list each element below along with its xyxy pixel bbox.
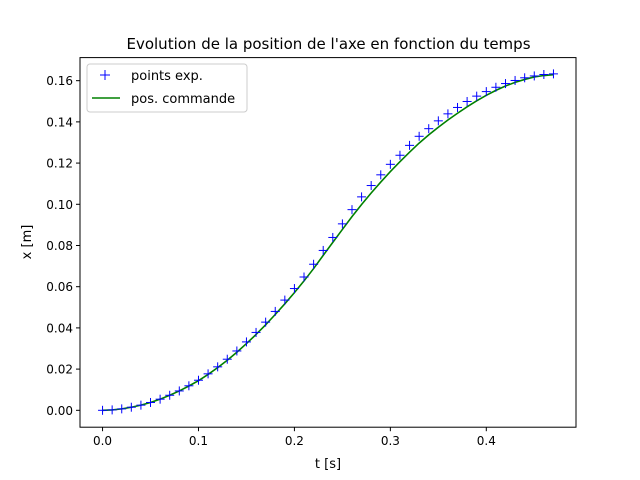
- data-point: [174, 386, 184, 396]
- data-point: [520, 73, 530, 83]
- data-point: [146, 397, 156, 407]
- chart-title: Evolution de la position de l'axe en fon…: [126, 35, 530, 53]
- x-tick-label: 0.2: [285, 434, 304, 448]
- data-point: [309, 259, 319, 269]
- legend-box: [86, 63, 248, 113]
- y-tick-label: 0.06: [46, 280, 73, 294]
- y-tick-label: 0.14: [46, 115, 73, 129]
- data-point: [347, 205, 357, 215]
- data-point: [510, 75, 520, 85]
- data-point: [107, 405, 117, 415]
- x-axis-label: t [s]: [315, 457, 341, 472]
- data-point: [376, 170, 386, 180]
- legend-marker-points: [100, 70, 110, 80]
- data-point: [472, 91, 482, 101]
- data-point: [433, 116, 443, 126]
- data-point: [241, 337, 251, 347]
- data-point: [462, 96, 472, 106]
- y-axis: 0.00 0.02 0.04 0.06 0.08 0.10 0.12 0.14 0.16: [46, 74, 80, 418]
- data-point: [184, 381, 194, 391]
- data-point: [155, 394, 165, 404]
- data-point: [366, 181, 376, 191]
- data-point: [117, 404, 127, 414]
- data-point: [453, 102, 463, 112]
- data-point: [136, 400, 146, 410]
- plot-frame: [79, 57, 577, 428]
- data-point: [261, 317, 271, 327]
- y-tick-label: 0.12: [46, 157, 73, 171]
- data-point: [251, 327, 261, 337]
- y-tick-label: 0.16: [46, 74, 73, 88]
- data-point: [443, 109, 453, 119]
- x-tick-label: 0.1: [189, 434, 208, 448]
- data-point: [165, 390, 175, 400]
- series-line-command: [102, 73, 554, 412]
- y-axis-label: x [m]: [20, 225, 35, 260]
- x-tick-label: 0.3: [381, 434, 400, 448]
- x-axis: 0.0 0.1 0.2 0.3 0.4: [93, 427, 496, 448]
- data-point: [414, 131, 424, 141]
- data-point: [126, 402, 136, 412]
- data-point: [481, 87, 491, 97]
- data-point: [213, 362, 223, 372]
- y-tick-label: 0.02: [46, 363, 73, 377]
- data-point: [222, 354, 232, 364]
- y-tick-label: 0.10: [46, 198, 73, 212]
- data-point: [395, 150, 405, 160]
- x-tick-label: 0.4: [477, 434, 496, 448]
- legend: points exp. pos. commande: [86, 63, 248, 113]
- data-point: [318, 245, 328, 255]
- data-point: [405, 140, 415, 150]
- plot-area: [98, 69, 558, 415]
- data-point: [500, 79, 510, 89]
- data-point: [328, 232, 338, 242]
- y-tick-label: 0.08: [46, 239, 73, 253]
- data-point: [424, 124, 434, 134]
- data-point: [357, 192, 367, 202]
- data-point: [539, 69, 549, 79]
- data-point: [529, 71, 539, 81]
- x-tick-label: 0.0: [93, 434, 112, 448]
- data-point: [548, 69, 558, 79]
- data-point: [299, 272, 309, 282]
- y-tick-label: 0.04: [46, 321, 73, 335]
- legend-label-points: points exp.: [131, 69, 203, 84]
- data-point: [203, 369, 213, 379]
- data-point: [98, 405, 108, 415]
- legend-label-command: pos. commande: [131, 92, 235, 107]
- data-point: [289, 284, 299, 294]
- data-point: [193, 375, 203, 385]
- data-point: [337, 219, 347, 229]
- data-point: [385, 159, 395, 169]
- data-point: [232, 346, 242, 356]
- data-point: [280, 295, 290, 305]
- y-tick-label: 0.00: [46, 404, 73, 418]
- data-point: [491, 82, 501, 92]
- data-point: [270, 306, 280, 316]
